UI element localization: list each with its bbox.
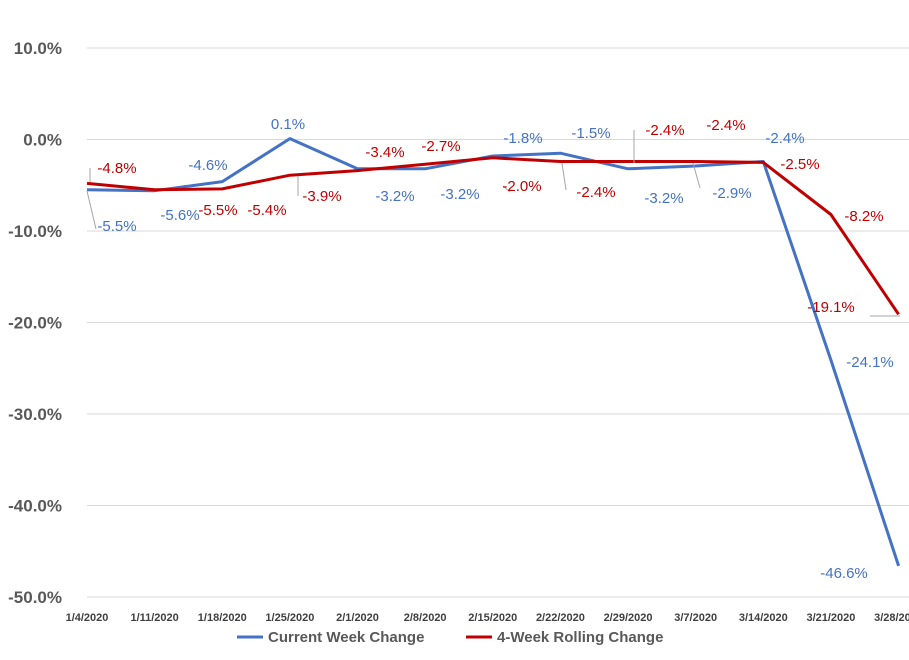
data-label-rolling: -5.5%	[198, 202, 237, 219]
y-tick-label: -20.0%	[8, 314, 62, 333]
data-label-rolling: -2.0%	[502, 178, 541, 195]
x-tick-label: 1/11/2020	[130, 612, 178, 624]
data-label-rolling: -8.2%	[844, 208, 883, 225]
series-line-rolling	[86, 156, 900, 316]
y-tick-label: -40.0%	[8, 497, 62, 516]
x-tick-label: 3/7/2020	[674, 612, 717, 624]
data-label-current-week: -46.6%	[820, 565, 868, 582]
data-label-rolling: -4.8%	[97, 160, 136, 177]
legend-label-current-week: Current Week Change	[268, 629, 424, 646]
data-label-current-week: -1.8%	[503, 130, 542, 147]
y-tick-label: 10.0%	[14, 39, 62, 58]
label-leader-line	[561, 162, 567, 191]
data-label-current-week: -3.2%	[375, 188, 414, 205]
data-label-rolling: -2.4%	[706, 117, 745, 134]
label-leader-line	[86, 190, 97, 230]
legend: Current Week Change 4-Week Rolling Chang…	[237, 629, 663, 646]
data-label-rolling: -19.1%	[807, 299, 855, 316]
x-tick-label: 3/28/2020	[874, 612, 909, 624]
y-tick-label: -30.0%	[8, 405, 62, 424]
x-tick-label: 3/14/2020	[739, 612, 788, 624]
series-lines	[86, 137, 901, 567]
data-label-current-week: -5.6%	[160, 207, 199, 224]
data-label-rolling: -2.5%	[780, 156, 819, 173]
x-tick-label: 2/29/2020	[604, 612, 653, 624]
data-label-rolling: -2.7%	[421, 138, 460, 155]
y-tick-label: 0.0%	[23, 131, 62, 150]
x-axis-tick-labels: 1/4/2020 1/11/2020 1/18/2020 1/25/2020 2/1/2…	[66, 612, 909, 624]
x-tick-label: 1/25/2020	[265, 612, 314, 624]
data-label-current-week: -2.9%	[712, 185, 751, 202]
x-tick-label: 1/18/2020	[198, 612, 247, 624]
x-tick-label: 2/1/2020	[336, 612, 379, 624]
y-tick-label: -10.0%	[8, 222, 62, 241]
data-label-current-week: -5.5%	[97, 218, 136, 235]
x-tick-label: 2/22/2020	[536, 612, 585, 624]
data-label-current-week: -3.2%	[644, 190, 683, 207]
data-label-current-week: -2.4%	[765, 130, 804, 147]
y-tick-label: -50.0%	[8, 588, 62, 607]
data-label-rolling: -2.4%	[645, 122, 684, 139]
data-label-current-week: -24.1%	[846, 354, 894, 371]
x-tick-label: 1/4/2020	[66, 612, 109, 624]
y-axis-tick-labels: 10.0% 0.0% -10.0% -20.0% -30.0% -40.0% -50.0%	[8, 39, 62, 607]
label-leader-line	[502, 185, 511, 193]
x-tick-label: 2/15/2020	[468, 612, 517, 624]
label-leader-line	[692, 162, 701, 189]
x-tick-label: 3/21/2020	[806, 612, 855, 624]
data-label-rolling: -2.4%	[576, 184, 615, 201]
data-label-rolling: -3.4%	[365, 144, 404, 161]
data-labels: -5.5%-5.6%-4.6%0.1%-3.2% -3.2%-1.8% -1.5%-…	[86, 116, 900, 582]
data-label-current-week: -4.6%	[188, 157, 227, 174]
data-label-current-week: 0.1%	[271, 116, 305, 133]
data-label-rolling: -5.4%	[247, 202, 286, 219]
legend-label-rolling: 4-Week Rolling Change	[497, 629, 663, 646]
gridlines	[87, 47, 909, 598]
data-label-current-week: -1.5%	[571, 125, 610, 142]
data-label-current-week: -3.2%	[440, 186, 479, 203]
data-label-rolling: -3.9%	[302, 188, 341, 205]
x-tick-label: 2/8/2020	[404, 612, 447, 624]
